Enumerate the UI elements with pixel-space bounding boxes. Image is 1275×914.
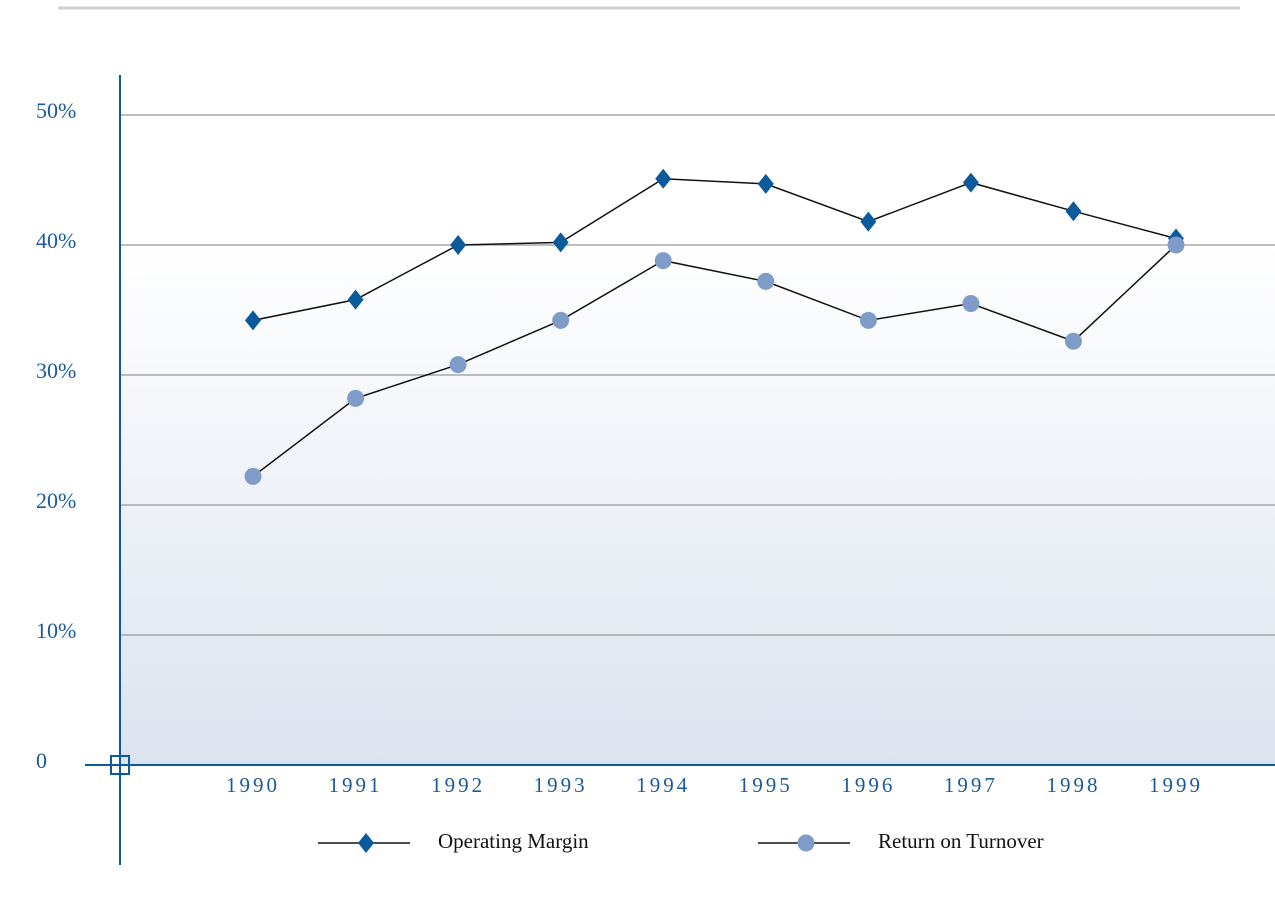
y-tick-label: 50% (36, 98, 76, 123)
marker-diamond (347, 289, 364, 310)
x-tick-label: 1999 (1149, 773, 1203, 797)
y-tick-label: 20% (36, 488, 76, 513)
y-tick-label: 0 (36, 748, 47, 773)
y-tick-label: 40% (36, 228, 76, 253)
marker-circle (654, 252, 672, 270)
x-tick-label: 1996 (841, 773, 895, 797)
y-tick-label: 30% (36, 358, 76, 383)
marker-diamond (1065, 201, 1082, 222)
marker-circle (552, 311, 570, 329)
marker-circle (1167, 236, 1185, 254)
marker-circle (859, 311, 877, 329)
x-tick-label: 1991 (329, 773, 383, 797)
marker-diamond (655, 168, 672, 189)
marker-diamond (245, 310, 261, 331)
legend-marker (797, 834, 815, 852)
marker-diamond (450, 235, 467, 255)
marker-circle (1064, 332, 1082, 350)
origin-box (110, 755, 130, 775)
marker-circle (962, 295, 980, 312)
x-tick-label: 1992 (431, 773, 485, 797)
marker-diamond (552, 232, 569, 253)
marker-diamond (962, 172, 979, 193)
legend-label: Return on Turnover (878, 829, 1044, 853)
marker-circle (757, 272, 775, 290)
x-tick-label: 1997 (944, 773, 998, 797)
marker-diamond (860, 211, 877, 232)
marker-circle (449, 356, 467, 374)
y-tick-label: 10% (36, 618, 76, 643)
x-tick-label: 1995 (739, 773, 793, 797)
legend-label: Operating Margin (438, 829, 589, 853)
legend-marker (358, 833, 374, 853)
series-line (252, 244, 1177, 477)
x-tick-label: 1990 (226, 773, 280, 797)
x-tick-label: 1994 (636, 773, 690, 797)
x-tick-label: 1998 (1046, 773, 1100, 797)
marker-diamond (757, 173, 774, 194)
marker-circle (244, 467, 262, 485)
series-line (252, 177, 1177, 322)
marker-circle (347, 389, 365, 407)
x-tick-label: 1993 (534, 773, 588, 797)
